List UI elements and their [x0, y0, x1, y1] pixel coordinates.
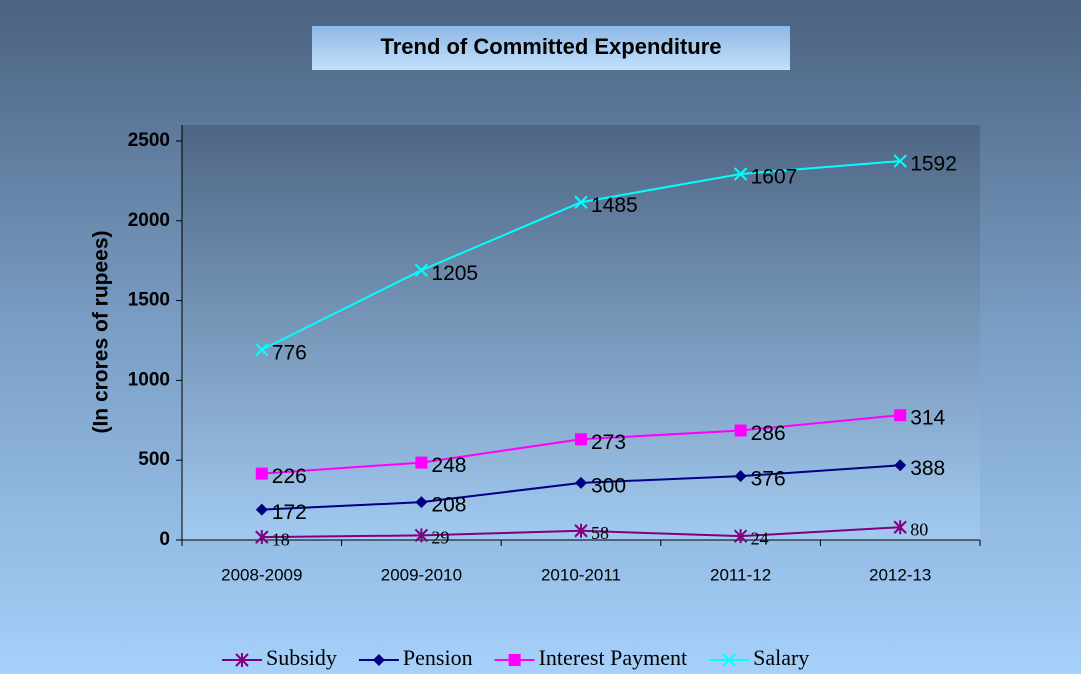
data-label: 18 — [272, 529, 290, 549]
data-point — [893, 520, 907, 535]
y-tick-label: 500 — [138, 449, 170, 470]
legend-label: Pension — [403, 645, 473, 670]
x-tick-label: 2011-12 — [710, 565, 771, 584]
y-tick-label: 1500 — [128, 290, 170, 311]
data-point — [255, 503, 268, 516]
data-point — [734, 470, 747, 483]
data-label: 1592 — [910, 153, 957, 176]
data-point — [574, 195, 588, 209]
data-point — [255, 467, 268, 480]
data-label: 208 — [431, 494, 466, 517]
data-point — [893, 154, 907, 168]
data-label: 58 — [591, 523, 609, 543]
data-label: 1205 — [431, 262, 478, 285]
x-tick-label: 2010-2011 — [541, 565, 621, 584]
data-point — [255, 530, 269, 545]
data-label: 314 — [910, 407, 945, 430]
data-label: 80 — [910, 519, 928, 539]
data-point — [415, 496, 428, 509]
data-label: 286 — [751, 422, 786, 445]
data-point — [414, 263, 429, 277]
data-point — [255, 343, 269, 357]
data-label: 226 — [272, 465, 307, 488]
data-label: 1607 — [751, 166, 798, 189]
data-point — [733, 529, 748, 544]
data-point — [733, 167, 748, 181]
title-box — [312, 26, 790, 70]
data-point — [575, 476, 587, 489]
y-tick-label: 2500 — [128, 130, 170, 151]
data-label: 24 — [751, 528, 769, 548]
data-point — [415, 456, 428, 469]
data-label: 376 — [751, 468, 786, 491]
data-point — [894, 459, 907, 472]
legend-label: Subsidy — [266, 645, 337, 670]
data-label: 1485 — [591, 194, 638, 217]
y-tick-label: 0 — [159, 529, 170, 550]
data-label: 388 — [910, 457, 945, 480]
data-label: 29 — [431, 527, 449, 547]
data-point — [734, 424, 747, 437]
chart-title: Trend of Committed Expenditure — [380, 34, 721, 59]
legend-label: Salary — [753, 645, 809, 670]
legend-marker — [372, 654, 385, 666]
data-point — [414, 528, 429, 543]
x-tick-label: 2012-13 — [869, 565, 931, 584]
x-tick-label: 2009-2010 — [381, 565, 462, 584]
data-label: 273 — [591, 431, 626, 454]
data-point — [575, 433, 587, 446]
legend-label: Interest Payment — [539, 645, 687, 670]
data-point — [894, 409, 907, 422]
data-label: 172 — [272, 501, 307, 524]
legend-marker — [508, 654, 521, 666]
legend-marker — [235, 653, 249, 667]
data-point — [574, 523, 588, 538]
y-axis-label: (In crores of rupees) — [90, 230, 113, 433]
data-label: 248 — [431, 454, 466, 477]
y-tick-label: 1000 — [128, 369, 170, 390]
data-label: 776 — [272, 341, 307, 364]
data-label: 300 — [591, 474, 626, 497]
y-tick-label: 2000 — [128, 210, 170, 231]
x-tick-label: 2008-2009 — [221, 565, 302, 584]
legend-marker — [722, 653, 736, 667]
